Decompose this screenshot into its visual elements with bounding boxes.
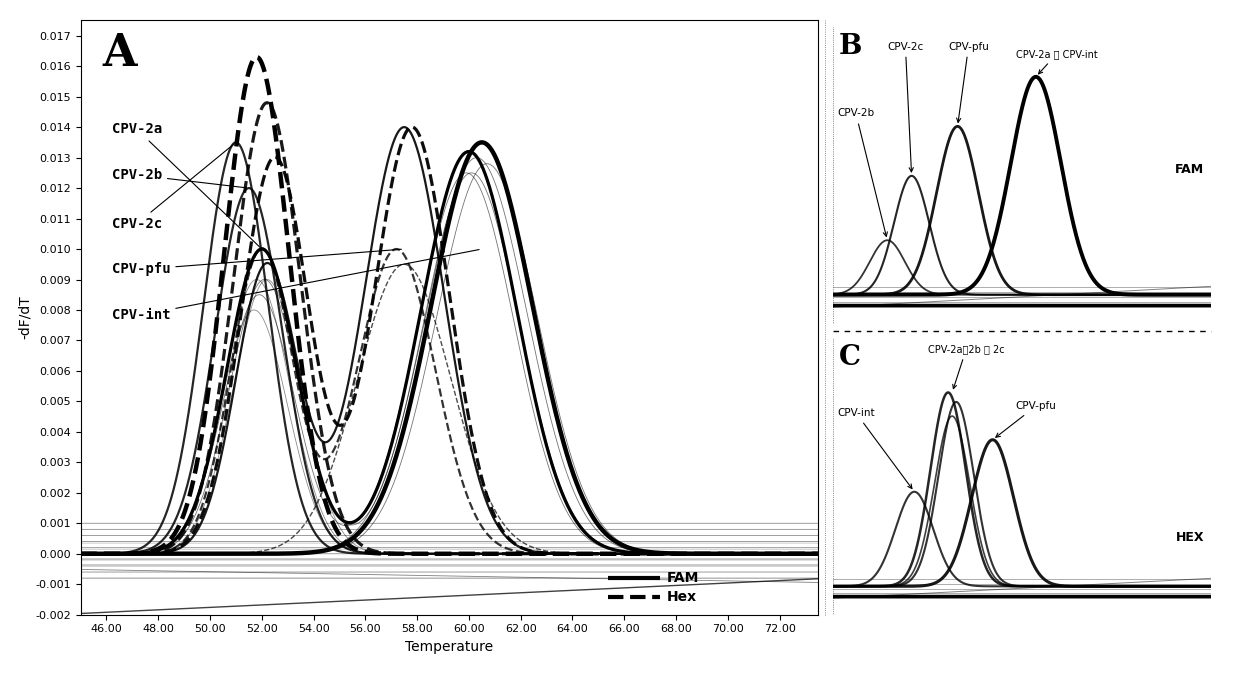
Y-axis label: -dF/dT: -dF/dT (19, 296, 32, 339)
Text: CPV-int: CPV-int (837, 408, 911, 488)
Text: CPV-int: CPV-int (112, 249, 479, 322)
Text: CPV-2a、2b 和 2c: CPV-2a、2b 和 2c (928, 344, 1004, 389)
Text: CPV-2a 和 CPV-int: CPV-2a 和 CPV-int (1016, 49, 1097, 74)
X-axis label: Temperature: Temperature (405, 640, 494, 654)
Text: CPV-2b: CPV-2b (837, 109, 888, 236)
Text: CPV-2c: CPV-2c (888, 42, 924, 172)
Text: FAM: FAM (1174, 163, 1204, 176)
Text: CPV-pfu: CPV-pfu (949, 42, 990, 122)
Text: CPV-2c: CPV-2c (112, 144, 234, 231)
Text: CPV-2a: CPV-2a (112, 122, 260, 247)
Text: HEX: HEX (1176, 531, 1204, 544)
Text: Hex: Hex (667, 590, 697, 604)
Text: FAM: FAM (667, 571, 699, 585)
Text: C: C (839, 344, 861, 371)
Text: CPV-2b: CPV-2b (112, 168, 246, 188)
Text: CPV-pfu: CPV-pfu (996, 401, 1056, 437)
Text: A: A (103, 32, 138, 75)
Text: B: B (839, 33, 862, 60)
Text: CPV-pfu: CPV-pfu (112, 249, 402, 277)
